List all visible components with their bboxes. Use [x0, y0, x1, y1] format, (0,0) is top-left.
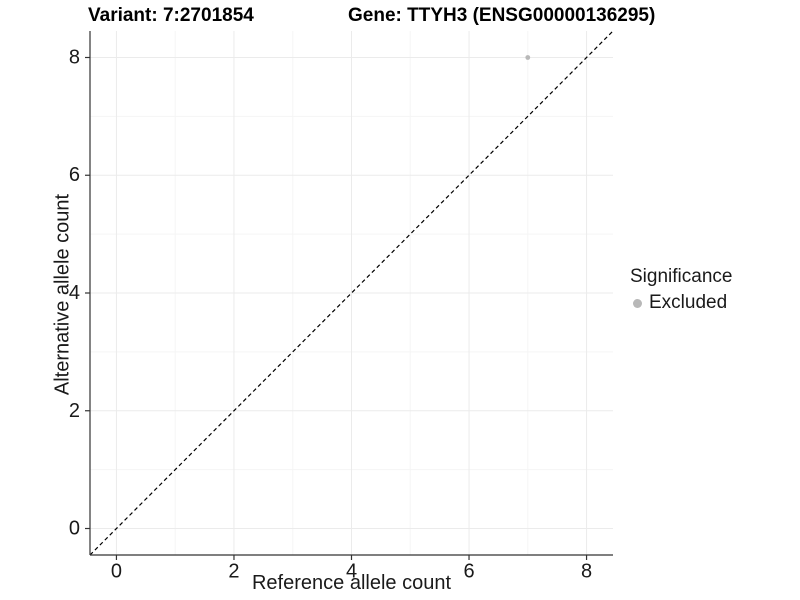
- y-tick-label: 8: [69, 46, 80, 68]
- legend-point-icon: [633, 298, 642, 308]
- y-tick-label: 0: [69, 518, 80, 540]
- y-axis-title: Alternative allele count: [51, 193, 74, 396]
- data-point: [525, 55, 531, 60]
- legend-title: Significance: [630, 266, 733, 287]
- identity-reference-line: [89, 30, 614, 556]
- legend: Significance Excluded: [630, 266, 732, 314]
- y-tick-label: 6: [69, 164, 80, 186]
- y-tick-label: 2: [69, 400, 80, 422]
- x-tick-label: 6: [463, 561, 474, 583]
- x-axis-title: Reference allele count: [251, 572, 451, 594]
- plot-title-gene: Gene: TTYH3 (ENSG00000136295): [348, 5, 656, 26]
- x-tick-label: 2: [228, 561, 239, 583]
- legend-item-excluded: Excluded: [630, 292, 732, 314]
- x-tick-label: 8: [581, 561, 592, 583]
- x-tick-label: 0: [111, 561, 122, 583]
- y-tick-label: 4: [69, 282, 80, 304]
- legend-item-label: Excluded: [649, 292, 728, 313]
- x-tick-label: 4: [346, 561, 357, 583]
- plot-title-variant: Variant: 7:2701854: [88, 5, 254, 26]
